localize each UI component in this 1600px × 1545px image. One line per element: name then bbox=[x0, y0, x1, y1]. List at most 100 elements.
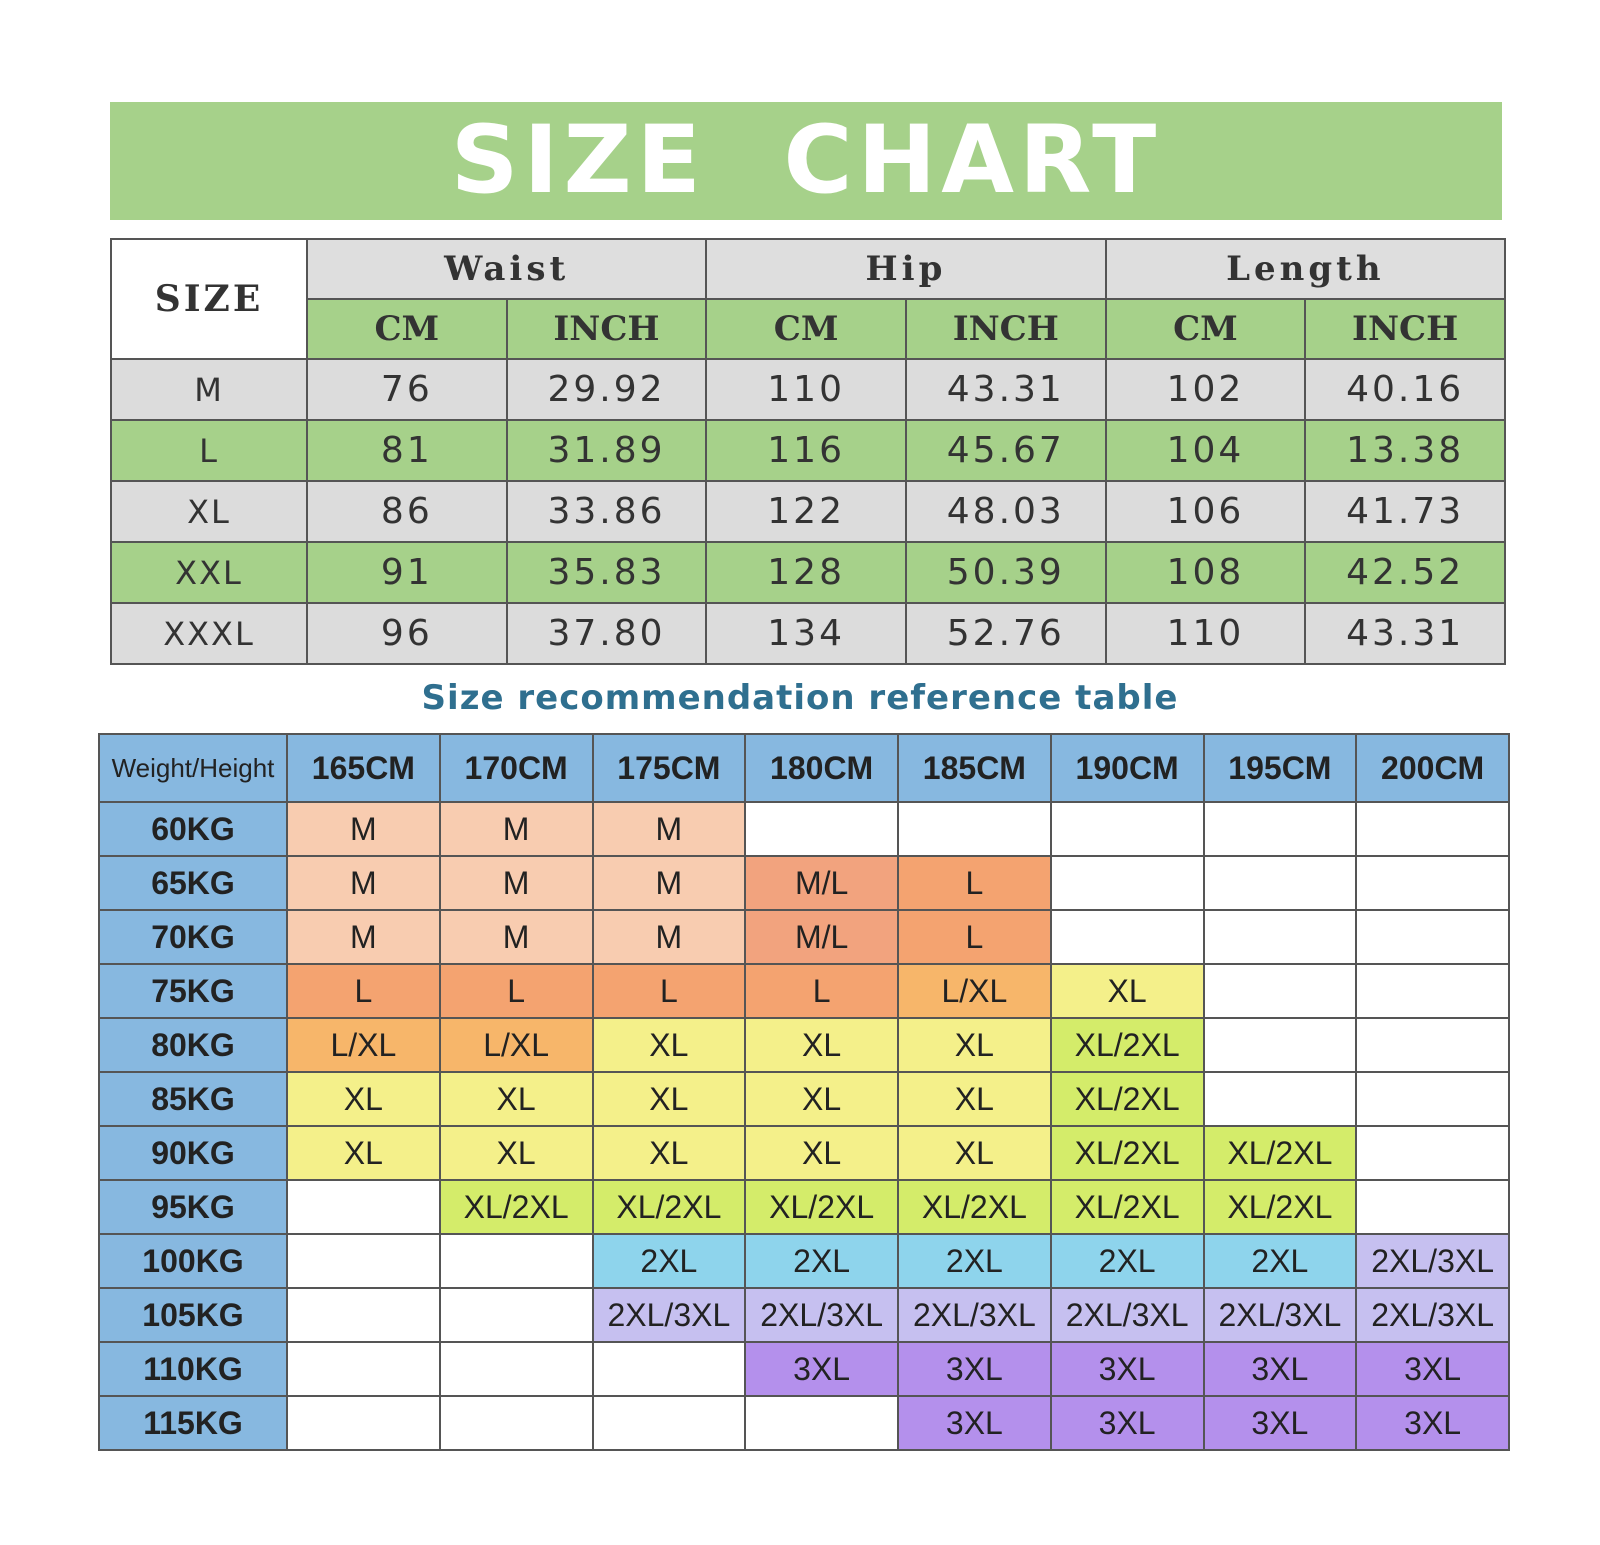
empty-cell bbox=[1202, 855, 1358, 911]
empty-cell bbox=[1355, 1125, 1510, 1181]
measurement-cell: 91 bbox=[306, 541, 508, 604]
recommended-size-cell: M bbox=[591, 909, 747, 965]
empty-cell bbox=[1355, 1071, 1510, 1127]
weight-row: 60KG M M M bbox=[98, 801, 1510, 857]
measurement-cell: 96 bbox=[306, 602, 508, 665]
height-column-header: 195CM bbox=[1202, 733, 1358, 803]
recommended-size-cell: XL/2XL bbox=[1049, 1179, 1205, 1235]
weight-row-header: 115KG bbox=[98, 1395, 288, 1451]
recommended-size-cell: M bbox=[286, 909, 441, 965]
measurement-cell: 43.31 bbox=[1304, 602, 1506, 665]
height-column-header: 165CM bbox=[286, 733, 441, 803]
unit-header: CM bbox=[1104, 298, 1307, 360]
size-measurement-table: SIZE Waist Hip Length CM INCH CM INCH CM… bbox=[110, 238, 1507, 665]
recommended-size-cell: 2XL bbox=[897, 1233, 1052, 1289]
measurement-cell: 13.38 bbox=[1304, 419, 1506, 482]
measurement-cell: 52.76 bbox=[904, 602, 1107, 665]
recommendation-subtitle: Size recommendation reference table bbox=[421, 678, 1179, 718]
unit-header: INCH bbox=[505, 298, 708, 360]
weight-row: 80KG L/XL L/XL XL XL XL XL/2XL bbox=[98, 1017, 1510, 1073]
weight-row-header: 80KG bbox=[98, 1017, 288, 1073]
empty-cell bbox=[286, 1179, 441, 1235]
empty-cell bbox=[897, 801, 1052, 857]
size-column-header: SIZE bbox=[110, 238, 308, 360]
recommended-size-cell: M bbox=[438, 801, 594, 857]
empty-cell bbox=[1202, 909, 1358, 965]
size-label-cell: XXXL bbox=[110, 602, 308, 665]
measurement-cell: 41.73 bbox=[1304, 480, 1506, 543]
recommended-size-cell: XL/2XL bbox=[1202, 1125, 1358, 1181]
empty-cell bbox=[438, 1395, 594, 1451]
size-label-cell: L bbox=[110, 419, 308, 482]
recommended-size-cell: XL bbox=[591, 1071, 747, 1127]
recommended-size-cell: 2XL/3XL bbox=[744, 1287, 899, 1343]
measurement-cell: 104 bbox=[1104, 419, 1307, 482]
recommended-size-cell: M bbox=[438, 855, 594, 911]
recommended-size-cell: M bbox=[286, 801, 441, 857]
measurement-cell: 40.16 bbox=[1304, 358, 1506, 421]
height-column-header: 190CM bbox=[1049, 733, 1205, 803]
measurement-cell: 86 bbox=[306, 480, 508, 543]
recommended-size-cell: M bbox=[286, 855, 441, 911]
weight-row: 85KG XL XL XL XL XL XL/2XL bbox=[98, 1071, 1510, 1127]
length-group-header: Length bbox=[1104, 238, 1507, 300]
recommended-size-cell: 2XL/3XL bbox=[591, 1287, 747, 1343]
recommended-size-cell: M/L bbox=[744, 855, 899, 911]
recommended-size-cell: 3XL bbox=[1049, 1395, 1205, 1451]
size-row: XXL 91 35.83 128 50.39 108 42.52 bbox=[110, 541, 1506, 604]
measurement-cell: 48.03 bbox=[904, 480, 1107, 543]
weight-row: 70KG M M M M/L L bbox=[98, 909, 1510, 965]
recommended-size-cell: XL bbox=[897, 1125, 1052, 1181]
weight-row: 100KG 2XL 2XL 2XL 2XL 2XL 2XL/3XL bbox=[98, 1233, 1510, 1289]
recommended-size-cell: L bbox=[897, 909, 1052, 965]
unit-header: CM bbox=[306, 298, 508, 360]
measurement-cell: 43.31 bbox=[904, 358, 1107, 421]
empty-cell bbox=[1355, 1017, 1510, 1073]
recommended-size-cell: XL bbox=[897, 1071, 1052, 1127]
recommended-size-cell: L bbox=[591, 963, 747, 1019]
recommended-size-cell: XL/2XL bbox=[1202, 1179, 1358, 1235]
measurement-cell: 31.89 bbox=[505, 419, 708, 482]
measurement-cell: 29.92 bbox=[505, 358, 708, 421]
measurement-cell: 76 bbox=[306, 358, 508, 421]
empty-cell bbox=[1049, 909, 1205, 965]
empty-cell bbox=[591, 1341, 747, 1397]
measurement-cell: 134 bbox=[705, 602, 907, 665]
recommended-size-cell: XL/2XL bbox=[438, 1179, 594, 1235]
size-row: M 76 29.92 110 43.31 102 40.16 bbox=[110, 358, 1506, 421]
recommended-size-cell: 2XL bbox=[1202, 1233, 1358, 1289]
weight-row-header: 95KG bbox=[98, 1179, 288, 1235]
recommended-size-cell: 2XL bbox=[591, 1233, 747, 1289]
weight-row: 90KG XL XL XL XL XL XL/2XL XL/2XL bbox=[98, 1125, 1510, 1181]
measurement-cell: 81 bbox=[306, 419, 508, 482]
size-row: XL 86 33.86 122 48.03 106 41.73 bbox=[110, 480, 1506, 543]
weight-row-header: 100KG bbox=[98, 1233, 288, 1289]
recommended-size-cell: XL/2XL bbox=[897, 1179, 1052, 1235]
recommended-size-cell: M bbox=[438, 909, 594, 965]
recommended-size-cell: XL bbox=[438, 1125, 594, 1181]
recommended-size-cell: L/XL bbox=[286, 1017, 441, 1073]
height-column-header: 170CM bbox=[438, 733, 594, 803]
recommended-size-cell: M/L bbox=[744, 909, 899, 965]
weight-height-corner-header: Weight/Height bbox=[98, 733, 288, 803]
measurement-cell: 50.39 bbox=[904, 541, 1107, 604]
empty-cell bbox=[1049, 801, 1205, 857]
unit-header: INCH bbox=[904, 298, 1107, 360]
recommended-size-cell: 2XL/3XL bbox=[1355, 1287, 1510, 1343]
recommended-size-cell: M bbox=[591, 855, 747, 911]
recommended-size-cell: L/XL bbox=[897, 963, 1052, 1019]
empty-cell bbox=[286, 1341, 441, 1397]
recommended-size-cell: 3XL bbox=[897, 1341, 1052, 1397]
weight-row: 95KG XL/2XL XL/2XL XL/2XL XL/2XL XL/2XL XL/2XL bbox=[98, 1179, 1510, 1235]
size-label-cell: XXL bbox=[110, 541, 308, 604]
measurement-cell: 110 bbox=[1104, 602, 1307, 665]
recommended-size-cell: L/XL bbox=[438, 1017, 594, 1073]
recommended-size-cell: L bbox=[744, 963, 899, 1019]
recommended-size-cell: L bbox=[286, 963, 441, 1019]
empty-cell bbox=[1202, 1017, 1358, 1073]
recommended-size-cell: XL/2XL bbox=[591, 1179, 747, 1235]
recommended-size-cell: XL bbox=[438, 1071, 594, 1127]
weight-row-header: 110KG bbox=[98, 1341, 288, 1397]
weight-row: 65KG M M M M/L L bbox=[98, 855, 1510, 911]
recommended-size-cell: XL bbox=[744, 1071, 899, 1127]
